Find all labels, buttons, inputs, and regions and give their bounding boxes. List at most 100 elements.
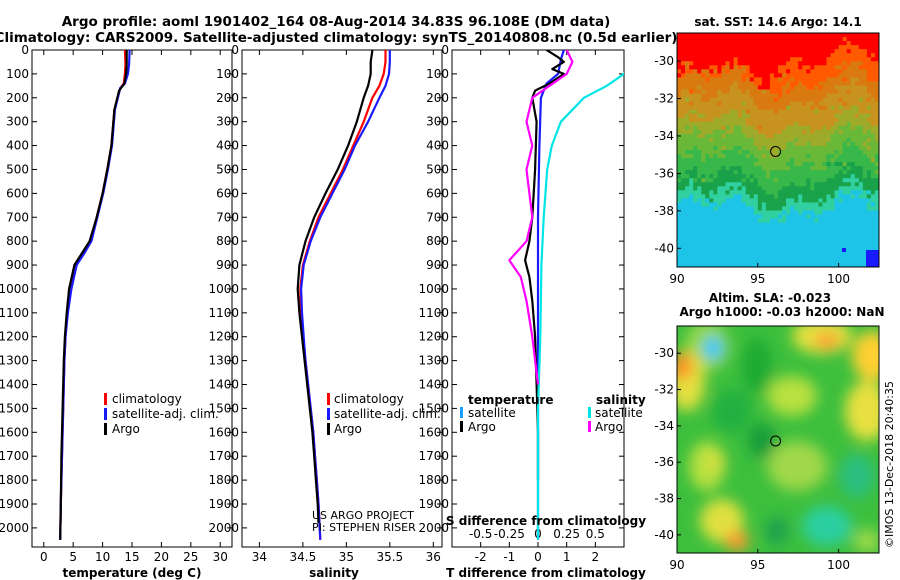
sst-cell (773, 150, 779, 155)
sst-cell (842, 238, 848, 244)
sst-cell (749, 97, 755, 102)
sst-cell (693, 162, 698, 167)
sst-cell (782, 242, 787, 248)
sst-cell (741, 242, 747, 248)
sst-cell (701, 53, 706, 58)
sst-cell (846, 133, 852, 139)
sst-cell (790, 73, 795, 78)
sst-cell (689, 170, 694, 175)
sst-cell (741, 222, 747, 228)
sst-cell (806, 214, 811, 219)
sst-cell (741, 37, 747, 42)
sst-cell (737, 81, 743, 86)
sst-cell (701, 97, 706, 102)
sst-cell (745, 57, 751, 62)
sst-cell (757, 113, 763, 119)
sst-cell (741, 238, 747, 244)
sst-cell (802, 53, 807, 58)
sst-cell (713, 137, 718, 143)
sst-cell (765, 254, 771, 260)
sst-cell (830, 113, 835, 119)
sst-cell (749, 190, 755, 195)
sst-cell (765, 234, 771, 240)
sst-cell (685, 33, 690, 38)
sst-cell (721, 242, 726, 248)
sst-cell (814, 178, 819, 183)
sst-cell (749, 145, 755, 151)
sst-cell (709, 234, 714, 240)
sst-cell (749, 186, 755, 191)
sst-cell (709, 250, 714, 256)
sst-cell (782, 222, 787, 228)
sst-cell (870, 246, 876, 252)
sst-cell (725, 125, 730, 131)
sst-cell (717, 186, 722, 191)
sst-cell (790, 206, 795, 211)
sst-cell (729, 154, 734, 159)
sst-cell (874, 150, 880, 155)
sst-cell (786, 222, 791, 228)
sst-cell (681, 166, 686, 171)
sst-cell (802, 61, 807, 66)
sst-cell (838, 33, 844, 38)
sst-cell (806, 93, 811, 98)
sst-cell (681, 117, 686, 123)
ytick-label: 1100 (418, 306, 449, 320)
sst-cell (753, 178, 759, 183)
map-ytick-label: -34 (654, 419, 674, 433)
sst-cell (769, 258, 775, 264)
sst-cell (810, 206, 815, 211)
sst-cell (677, 101, 682, 107)
sst-cell (753, 242, 759, 248)
sst-cell (761, 238, 767, 244)
sst-cell (854, 182, 860, 187)
sst-cell (842, 248, 846, 252)
sst-cell (838, 182, 844, 187)
sst-cell (794, 65, 799, 70)
sst-cell (854, 150, 860, 155)
sst-cell (721, 85, 726, 90)
sst-cell (790, 57, 795, 62)
sst-cell (794, 41, 799, 46)
sst-cell (725, 214, 730, 219)
legend-swatch-climatology (104, 393, 107, 405)
sst-cell (697, 254, 702, 260)
sst-cell (806, 258, 811, 264)
sst-cell (814, 81, 819, 86)
xtick-label: 20 (154, 550, 169, 564)
sst-cell (737, 49, 743, 54)
sst-cell (858, 77, 864, 82)
sst-cell (741, 218, 747, 224)
sst-cell (790, 194, 795, 199)
sst-cell (705, 117, 710, 123)
sst-cell (806, 65, 811, 70)
temperature-series (59, 50, 131, 540)
sst-cell (765, 158, 771, 163)
sst-cell (701, 166, 706, 171)
sst-cell (685, 101, 690, 107)
sst-cell (745, 174, 751, 179)
sst-cell (822, 186, 827, 191)
sst-cell (681, 154, 686, 159)
sst-cell (830, 226, 835, 232)
sst-cell (818, 37, 823, 42)
sst-cell (810, 178, 815, 183)
sst-cell (854, 45, 860, 50)
sst-cell (778, 218, 783, 224)
sst-cell (713, 41, 718, 46)
sst-cell (854, 125, 860, 131)
sst-cell (685, 174, 690, 179)
sst-cell (778, 258, 783, 264)
sst-cell (778, 89, 783, 94)
sst-cell (786, 125, 791, 131)
sst-cell (778, 121, 783, 127)
sst-cell (729, 145, 734, 151)
sst-cell (753, 202, 759, 207)
sst-cell (717, 150, 722, 155)
sst-cell (685, 105, 690, 111)
ytick-label: 300 (6, 115, 29, 129)
sst-cell (794, 53, 799, 58)
sst-cell (721, 154, 726, 159)
sst-cell (794, 57, 799, 62)
sst-cell (850, 206, 856, 211)
